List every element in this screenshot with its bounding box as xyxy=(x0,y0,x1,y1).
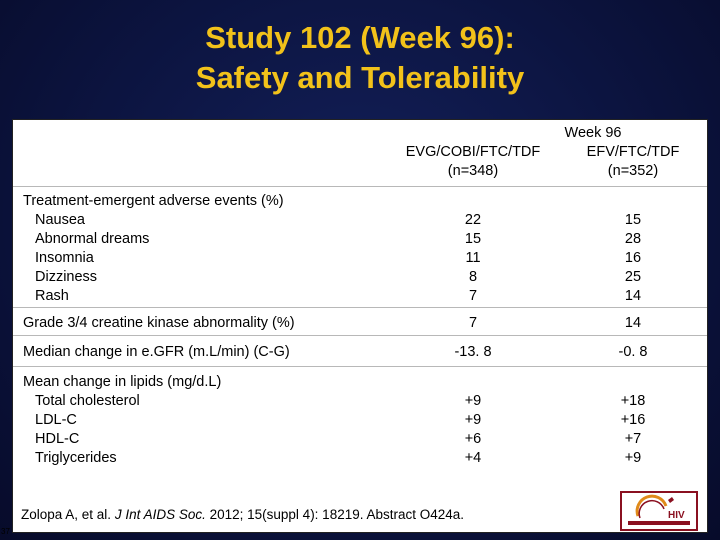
lipids-item-v1: +4 xyxy=(464,450,482,466)
row-divider xyxy=(13,307,707,308)
lipids-item-label: Triglycerides xyxy=(35,450,117,466)
title-line-2: Safety and Tolerability xyxy=(195,60,525,95)
teae-item-label: Rash xyxy=(35,288,69,304)
page-number: 37 xyxy=(1,527,10,536)
ck-v1: 7 xyxy=(468,315,478,331)
lipids-item-label: HDL-C xyxy=(35,431,80,447)
header-n2: (n=352) xyxy=(607,163,659,179)
svg-text:HIV: HIV xyxy=(668,510,685,521)
header-col1: EVG/COBI/FTC/TDF xyxy=(405,144,541,160)
lipids-item-v1: +6 xyxy=(464,431,482,447)
title-line-1: Study 102 (Week 96): xyxy=(205,20,515,55)
teae-item-v2: 15 xyxy=(624,212,642,228)
slide-title: Study 102 (Week 96): Safety and Tolerabi… xyxy=(0,18,720,98)
teae-item-v1: 11 xyxy=(465,250,481,266)
teae-item-label: Abnormal dreams xyxy=(35,231,150,247)
row-divider xyxy=(13,335,707,336)
teae-item-v2: 16 xyxy=(624,250,642,266)
teae-item-v1: 7 xyxy=(468,288,478,304)
lipids-item-label: Total cholesterol xyxy=(35,393,140,409)
teae-item-v1: 15 xyxy=(464,231,482,247)
ck-v2: 14 xyxy=(624,315,642,331)
lipids-item-v1: +9 xyxy=(464,412,482,428)
teae-item-label: Nausea xyxy=(35,212,85,228)
egfr-v2: -0. 8 xyxy=(618,344,648,360)
lipids-item-v2: +7 xyxy=(624,431,642,447)
egfr-label: Median change in e.GFR (m.L/min) (C-G) xyxy=(23,344,290,360)
header-week: Week 96 xyxy=(564,125,622,141)
teae-item-label: Insomnia xyxy=(35,250,94,266)
egfr-v1: -13. 8 xyxy=(454,344,492,360)
citation-journal: J Int AIDS Soc. xyxy=(114,507,206,522)
teae-item-v1: 22 xyxy=(464,212,482,228)
teae-item-v2: 28 xyxy=(624,231,642,247)
teae-item-label: Dizziness xyxy=(35,269,98,285)
hiv-logo: HIV xyxy=(620,491,698,531)
citation-authors: Zolopa A, et al. xyxy=(21,507,115,522)
row-divider xyxy=(13,186,707,187)
lipids-item-label: LDL-C xyxy=(35,412,77,428)
header-col2: EFV/FTC/TDF xyxy=(586,144,680,160)
ck-label: Grade 3/4 creatine kinase abnormality (%… xyxy=(23,315,295,331)
safety-table: Week 96 EVG/COBI/FTC/TDF EFV/FTC/TDF (n=… xyxy=(12,119,708,533)
lipids-label: Mean change in lipids (mg/d.L) xyxy=(23,374,222,390)
lipids-item-v2: +16 xyxy=(620,412,646,428)
teae-label: Treatment-emergent adverse events (%) xyxy=(23,193,284,209)
citation-details: 2012; 15(suppl 4): 18219. Abstract O424a… xyxy=(205,507,465,522)
lipids-item-v1: +9 xyxy=(464,393,482,409)
teae-item-v2: 14 xyxy=(624,288,642,304)
citation-footnote: Zolopa A, et al. J Int AIDS Soc. 2012; 1… xyxy=(21,507,464,522)
lipids-item-v2: +18 xyxy=(620,393,646,409)
lipids-item-v2: +9 xyxy=(624,450,642,466)
teae-item-v2: 25 xyxy=(624,269,642,285)
teae-item-v1: 8 xyxy=(468,269,478,285)
row-divider xyxy=(13,366,707,367)
header-n1: (n=348) xyxy=(447,163,499,179)
hiv-logo-graphic: HIV xyxy=(628,494,690,525)
